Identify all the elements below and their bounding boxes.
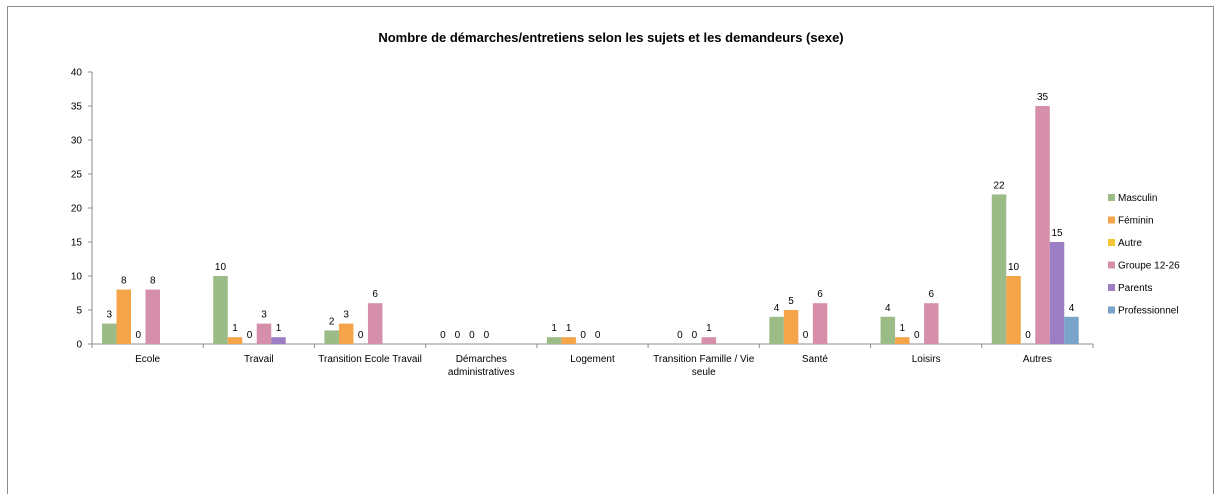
bar (145, 289, 160, 344)
legend-swatch (1108, 306, 1115, 314)
bar (256, 323, 272, 344)
x-tick-label: Autres (1023, 354, 1052, 365)
data-label: 0 (692, 330, 698, 341)
data-label: 0 (803, 330, 809, 341)
data-label: 4 (774, 303, 780, 314)
data-label: 6 (372, 289, 378, 300)
chart-title: Nombre de démarches/entretiens selon les… (378, 30, 843, 45)
y-tick-label: 15 (71, 238, 83, 249)
x-tick-label: Ecole (135, 354, 160, 365)
data-label: 3 (106, 310, 112, 321)
y-tick-label: 30 (71, 136, 83, 147)
legend-label: Masculin (1118, 193, 1157, 204)
data-label: 0 (595, 330, 601, 341)
bar (812, 303, 828, 344)
bar (338, 323, 354, 344)
bar (1035, 106, 1050, 344)
data-label: 0 (358, 330, 364, 341)
bar (1064, 316, 1079, 344)
data-label: 6 (929, 289, 935, 300)
data-label: 8 (121, 276, 127, 287)
x-tick-label: Santé (802, 354, 829, 365)
legend-label: Professionnel (1118, 306, 1179, 317)
bar (102, 323, 117, 344)
data-label: 0 (484, 330, 490, 341)
data-label: 1 (551, 323, 557, 334)
data-label: 2 (329, 316, 335, 327)
data-label: 0 (247, 330, 253, 341)
x-tick-label: Travail (244, 354, 274, 365)
bar (271, 337, 286, 344)
data-label: 1 (706, 323, 712, 334)
data-label: 1 (566, 323, 572, 334)
data-label: 5 (788, 296, 794, 307)
data-label: 3 (261, 310, 267, 321)
bar (924, 303, 939, 344)
x-tick-label: Loisirs (912, 354, 941, 365)
x-tick-label: Transition Famille / Vie seule (653, 354, 755, 378)
data-label: 6 (817, 289, 823, 300)
data-label: 35 (1037, 92, 1049, 103)
legend-swatch (1108, 194, 1115, 201)
x-tick-label: Logement (570, 354, 615, 365)
bar (895, 337, 910, 344)
data-label: 0 (580, 330, 586, 341)
bar (701, 337, 717, 344)
data-label: 10 (215, 262, 227, 273)
data-label: 22 (993, 180, 1005, 191)
data-label: 0 (469, 330, 475, 341)
y-tick-label: 25 (71, 170, 83, 181)
bar (1006, 276, 1021, 344)
y-tick-label: 35 (71, 102, 83, 113)
data-label: 15 (1051, 228, 1063, 239)
data-label: 0 (677, 330, 683, 341)
data-label: 10 (1008, 262, 1020, 273)
data-label: 0 (455, 330, 461, 341)
bar (1049, 242, 1065, 344)
legend-swatch (1108, 239, 1115, 246)
legend: Masculin Féminin Autre Groupe 12-26 Parents P… (1108, 193, 1180, 317)
data-label: 0 (1025, 330, 1031, 341)
bar (116, 289, 131, 344)
legend-swatch (1108, 284, 1115, 291)
data-label: 1 (900, 323, 906, 334)
data-label: 3 (343, 310, 349, 321)
data-label: 4 (1069, 303, 1075, 314)
bar (991, 194, 1007, 344)
data-label: 0 (914, 330, 920, 341)
bar (783, 310, 799, 344)
y-tick-label: 5 (76, 306, 82, 317)
y-tick-label: 20 (71, 204, 83, 215)
data-label: 1 (232, 323, 238, 334)
legend-label: Autre (1118, 238, 1142, 249)
legend-label: Groupe 12-26 (1118, 261, 1180, 272)
bar (769, 316, 784, 344)
x-tick-label: Démarches administratives (448, 354, 515, 378)
y-tick-label: 10 (71, 272, 83, 283)
bars (102, 106, 1079, 344)
y-tick-label: 40 (71, 68, 83, 79)
legend-label: Féminin (1118, 216, 1154, 227)
legend-swatch (1108, 261, 1115, 269)
data-label: 0 (135, 330, 141, 341)
x-tick-label: Transition Ecole Travail (318, 354, 422, 365)
data-label: 0 (440, 330, 446, 341)
bar (367, 303, 383, 344)
y-tick-label: 0 (76, 340, 82, 351)
bar (546, 337, 562, 344)
data-label: 4 (885, 303, 891, 314)
bar (227, 337, 243, 344)
bar (324, 330, 339, 344)
bar (213, 276, 228, 344)
data-label: 1 (276, 323, 282, 334)
legend-label: Parents (1118, 283, 1152, 294)
bar (561, 337, 576, 344)
legend-swatch (1108, 216, 1115, 224)
bar (880, 316, 896, 344)
data-label: 8 (150, 276, 156, 287)
chart-frame (7, 6, 1214, 494)
